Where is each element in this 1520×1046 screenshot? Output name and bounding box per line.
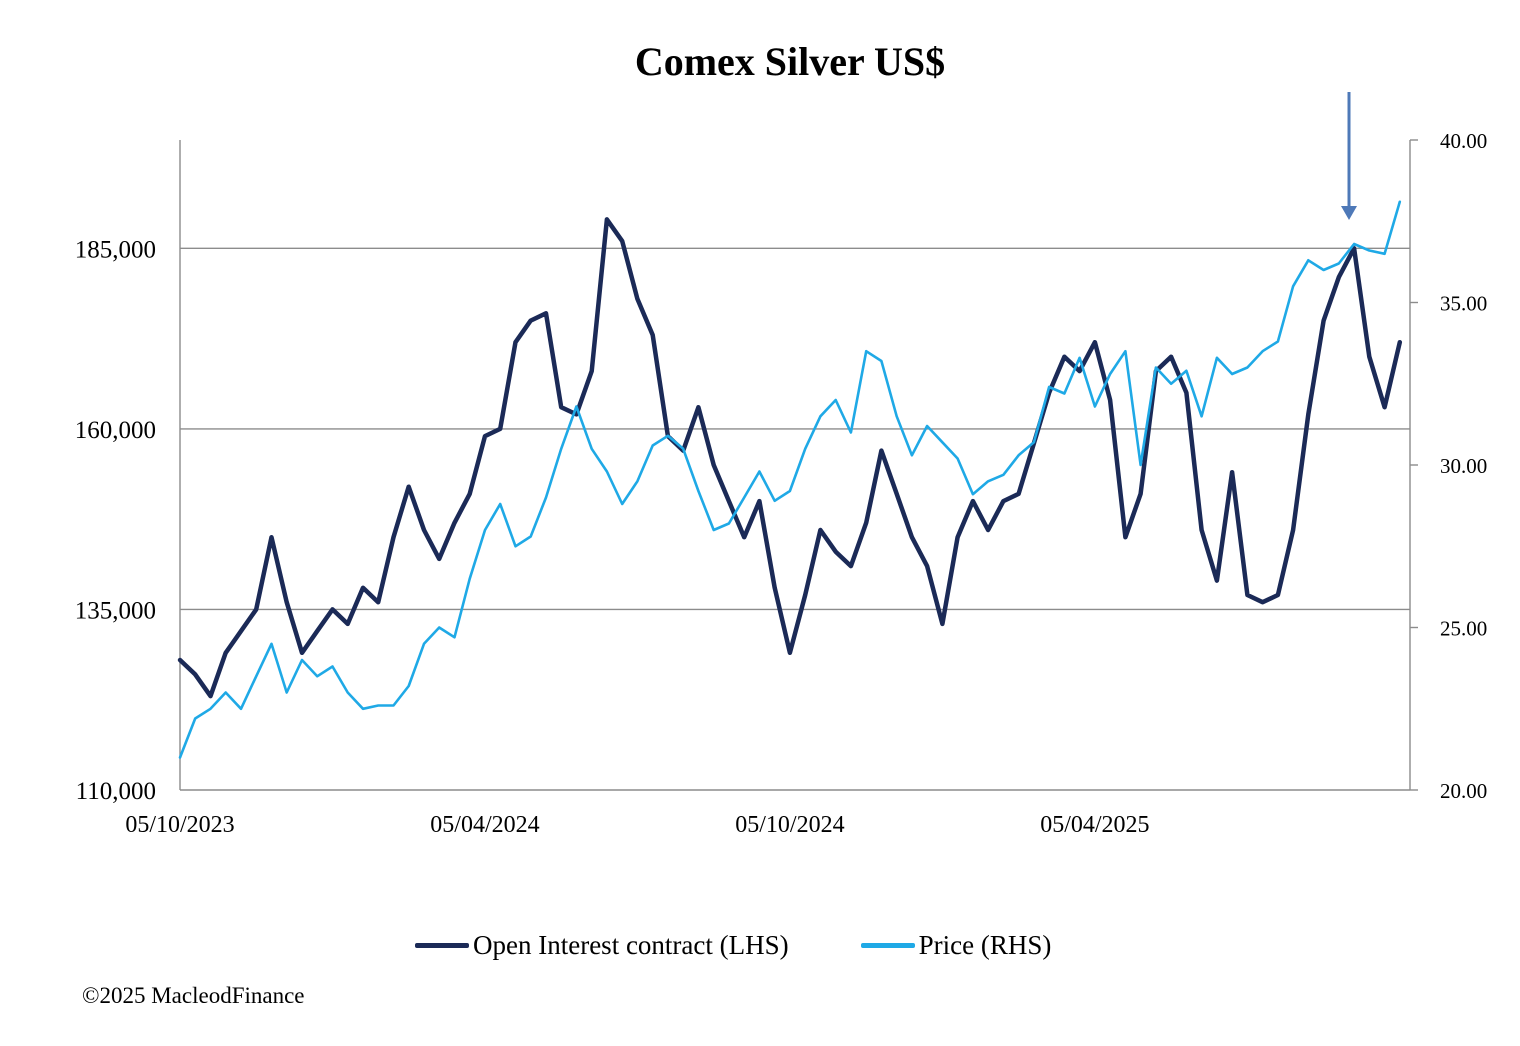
copyright-notice: ©2025 MacleodFinance <box>82 983 305 1008</box>
y-right-tick-label-2: 30.00 <box>1440 454 1487 478</box>
legend-swatch-open-interest <box>415 943 469 948</box>
legend-label-price: Price (RHS) <box>918 930 1052 960</box>
axis-layer: 110,000 135,000 160,000 185,000 20.00 25.00 30… <box>75 129 1488 838</box>
legend-item-price[interactable]: Price (RHS) <box>860 930 1052 961</box>
x-tick-label-2: 05/10/2024 <box>735 812 844 838</box>
y-right-tick-label-1: 25.00 <box>1440 617 1487 641</box>
y-right-tick-label-0: 20.00 <box>1440 779 1487 803</box>
annotation-layer <box>1341 92 1358 220</box>
y-left-tick-label-2: 160,000 <box>75 417 156 444</box>
x-tick-label-0: 05/10/2023 <box>125 812 234 838</box>
annotation-arrow-head <box>1341 206 1358 220</box>
y-right-tick-label-4: 40.00 <box>1440 129 1487 153</box>
series-line-price <box>178 200 1402 759</box>
x-tick-label-1: 05/04/2024 <box>430 812 539 838</box>
y-left-tick-label-3: 185,000 <box>75 236 156 263</box>
y-left-tick-label-1: 135,000 <box>75 597 156 624</box>
series-line-open-interest <box>177 217 1403 699</box>
chart-title: Comex Silver US$ <box>634 39 946 84</box>
legend-item-open-interest[interactable]: Open Interest contract (LHS) <box>415 930 789 961</box>
legend-swatch-price <box>860 943 915 948</box>
x-tick-label-3: 05/04/2025 <box>1040 812 1149 838</box>
legend-label-open-interest: Open Interest contract (LHS) <box>473 930 789 960</box>
grid-layer <box>180 247 1410 611</box>
y-right-tick-label-3: 35.00 <box>1440 292 1487 316</box>
y-left-tick-label-0: 110,000 <box>76 778 156 805</box>
series-layer <box>177 200 1403 759</box>
legend: Open Interest contract (LHS) Price (RHS) <box>415 930 1123 961</box>
